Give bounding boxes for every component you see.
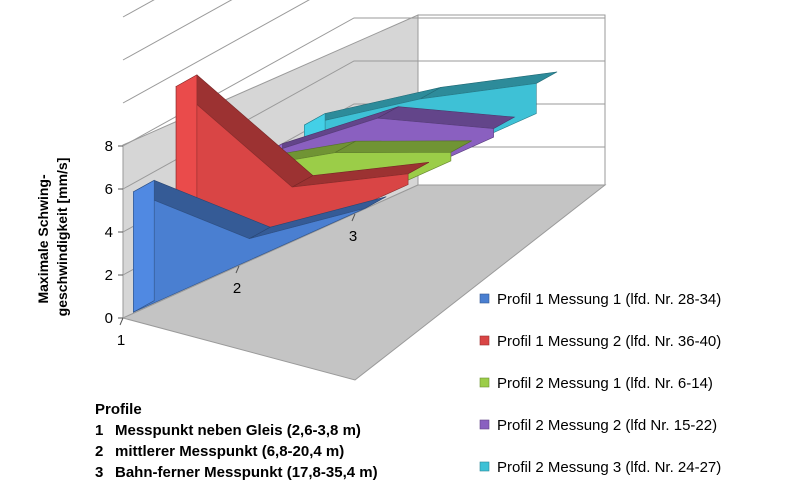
legend-swatch-2 xyxy=(479,335,490,346)
y-axis-label-line-1: Maximale Schwing- xyxy=(35,174,51,303)
y-tick-label: 8 xyxy=(105,138,113,155)
y-axis-label: Maximale Schwing- geschwindigkeit [mm/s] xyxy=(35,158,70,317)
profile-note-2-num: 2 xyxy=(95,443,103,460)
profile-note-2-text: mittlerer Messpunkt (6,8-20,4 m) xyxy=(115,443,344,460)
legend: Profil 1 Messung 1 (lfd. Nr. 28-34) Profi… xyxy=(479,291,721,476)
legend-label-5: Profil 2 Messung 3 (lfd. Nr. 24-27) xyxy=(497,459,721,476)
legend-label-2: Profil 1 Messung 2 (lfd. Nr. 36-40) xyxy=(497,333,721,350)
y-tick-label: 6 xyxy=(105,181,113,198)
profile-note-3-text: Bahn-ferner Messpunkt (17,8-35,4 m) xyxy=(115,464,378,481)
x-tick-label-1: 1 xyxy=(117,332,125,349)
gridline xyxy=(122,0,233,61)
y-tick-label: 2 xyxy=(105,267,113,284)
series-3-top-segment-2 xyxy=(334,140,472,153)
x-tick-mark xyxy=(235,265,240,274)
series-1 xyxy=(132,179,387,313)
legend-swatch-3 xyxy=(479,377,490,388)
x-tick-label-3: 3 xyxy=(349,228,357,245)
y-tick-label: 0 xyxy=(105,310,113,327)
x-tick-label-2: 2 xyxy=(233,280,241,297)
legend-label-1: Profil 1 Messung 1 (lfd. Nr. 28-34) xyxy=(497,291,721,308)
legend-swatch-1 xyxy=(479,293,490,304)
floor xyxy=(121,184,607,381)
x-axis-ticks: 1 2 3 xyxy=(117,213,357,349)
profile-notes: Profile 1 Messpunkt neben Gleis (2,6-3,8… xyxy=(95,401,378,481)
legend-swatch-5 xyxy=(479,461,490,472)
x-tick-mark xyxy=(119,317,124,326)
legend-swatch-4 xyxy=(479,419,490,430)
y-axis-ticks: 0 2 4 6 8 xyxy=(105,138,123,327)
profile-note-1-num: 1 xyxy=(95,422,103,439)
profile-note-1-text: Messpunkt neben Gleis (2,6-3,8 m) xyxy=(115,422,361,439)
profile-title: Profile xyxy=(95,401,142,418)
profile-note-3-num: 3 xyxy=(95,464,103,481)
legend-label-4: Profil 2 Messung 2 (lfd Nr. 15-22) xyxy=(497,417,717,434)
legend-label-3: Profil 2 Messung 1 (lfd. Nr. 6-14) xyxy=(497,375,713,392)
gridline xyxy=(122,0,155,18)
series-1-end-cap xyxy=(133,179,155,313)
gridline xyxy=(122,0,310,104)
series-group xyxy=(132,71,558,313)
x-tick-mark xyxy=(351,213,356,222)
y-axis-label-line-2: geschwindigkeit [mm/s] xyxy=(54,158,70,317)
y-tick-label: 4 xyxy=(105,224,113,241)
